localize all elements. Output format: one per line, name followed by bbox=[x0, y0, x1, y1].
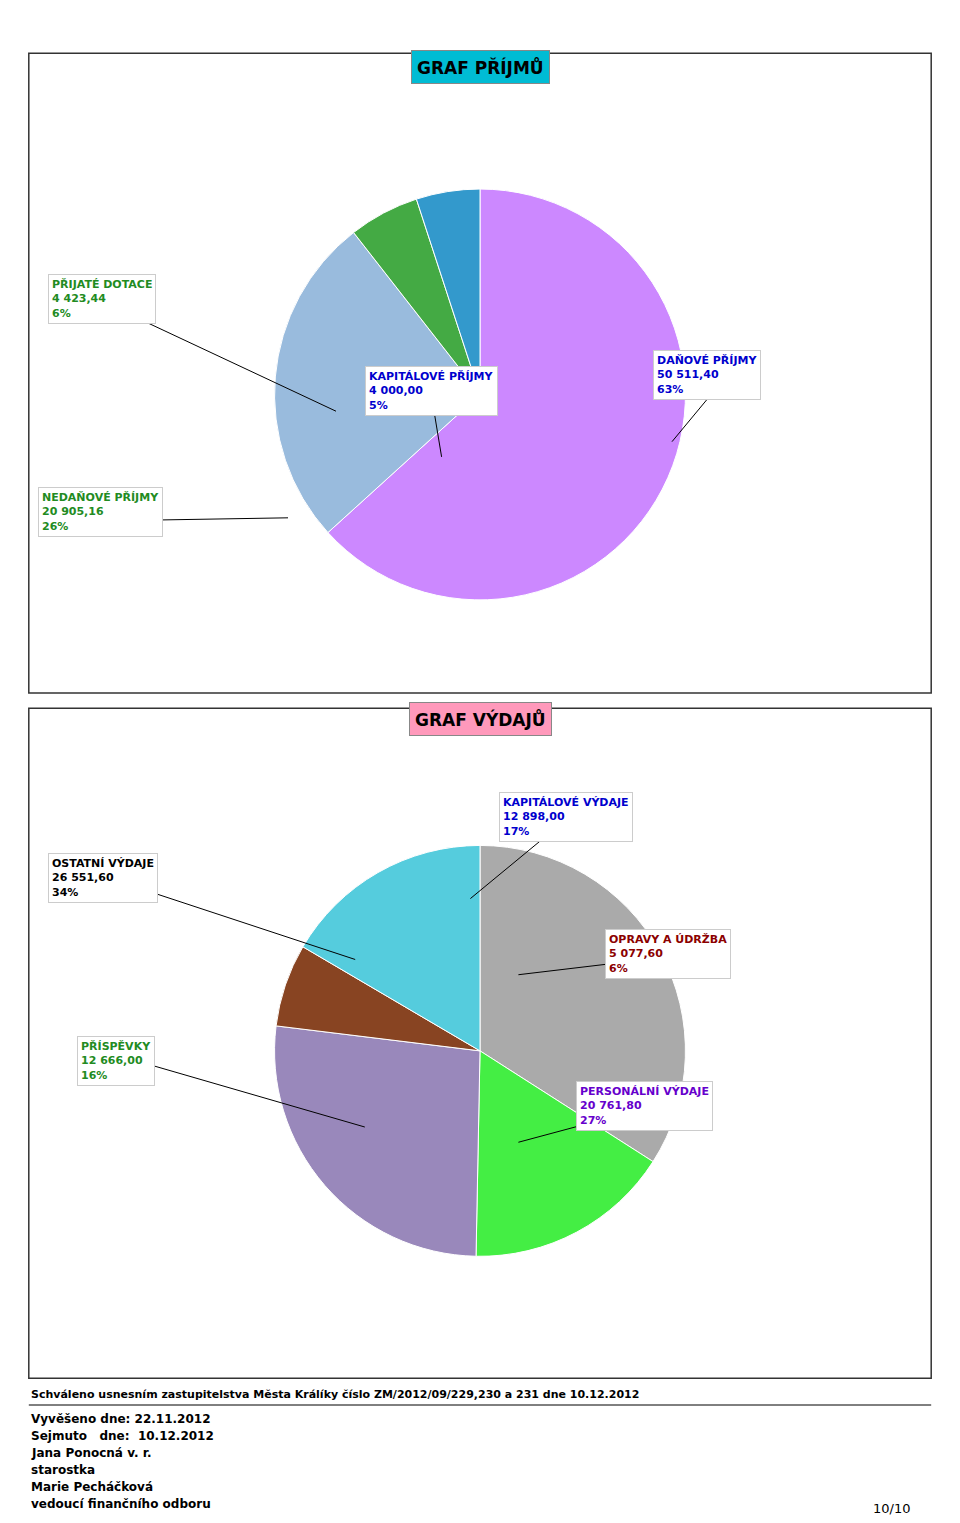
svg-text:starostka: starostka bbox=[31, 1463, 95, 1477]
svg-text:10/10: 10/10 bbox=[873, 1501, 910, 1516]
svg-text:Schváleno usnesním zastupitels: Schváleno usnesním zastupitelstva Města … bbox=[31, 1388, 639, 1401]
svg-text:OSTATNÍ VÝDAJE26 551,6034%: OSTATNÍ VÝDAJE26 551,6034% bbox=[52, 857, 154, 899]
svg-text:vedoucí finančního odboru: vedoucí finančního odboru bbox=[31, 1497, 211, 1511]
svg-text:NEDAŇOVÉ PŘÍJMY20 905,1626%: NEDAŇOVÉ PŘÍJMY20 905,1626% bbox=[42, 491, 159, 533]
svg-text:OPRAVY A ÚDRŽBA5 077,606%: OPRAVY A ÚDRŽBA5 077,606% bbox=[609, 933, 727, 975]
svg-text:Jana Ponocná v. r.: Jana Ponocná v. r. bbox=[31, 1446, 151, 1460]
svg-text:Sejmuto dne: 10.12.2012: Sejmuto dne: 10.12.2012 bbox=[31, 1429, 214, 1443]
svg-text:PŘIJATÉ DOTACE4 423,446%: PŘIJATÉ DOTACE4 423,446% bbox=[52, 278, 152, 320]
svg-text:KAPITÁLOVÉ VÝDAJE12 898,0017%: KAPITÁLOVÉ VÝDAJE12 898,0017% bbox=[503, 796, 629, 838]
svg-text:PŘÍSPĚVKY12 666,0016%: PŘÍSPĚVKY12 666,0016% bbox=[81, 1040, 151, 1082]
svg-text:PERSONÁLNÍ VÝDAJE20 761,8027%: PERSONÁLNÍ VÝDAJE20 761,8027% bbox=[580, 1085, 709, 1127]
svg-text:GRAF PŘÍJMŮ: GRAF PŘÍJMŮ bbox=[417, 56, 544, 78]
svg-text:GRAF VÝDAJŮ: GRAF VÝDAJŮ bbox=[415, 708, 546, 730]
svg-text:Marie Pecháčková: Marie Pecháčková bbox=[31, 1480, 153, 1494]
svg-text:Vyvěšeno dne: 22.11.2012: Vyvěšeno dne: 22.11.2012 bbox=[31, 1412, 210, 1426]
svg-text:KAPITÁLOVÉ PŘÍJMY4 000,005%: KAPITÁLOVÉ PŘÍJMY4 000,005% bbox=[369, 370, 494, 412]
svg-text:DAŇOVÉ PŘÍJMY50 511,4063%: DAŇOVÉ PŘÍJMY50 511,4063% bbox=[657, 354, 757, 396]
